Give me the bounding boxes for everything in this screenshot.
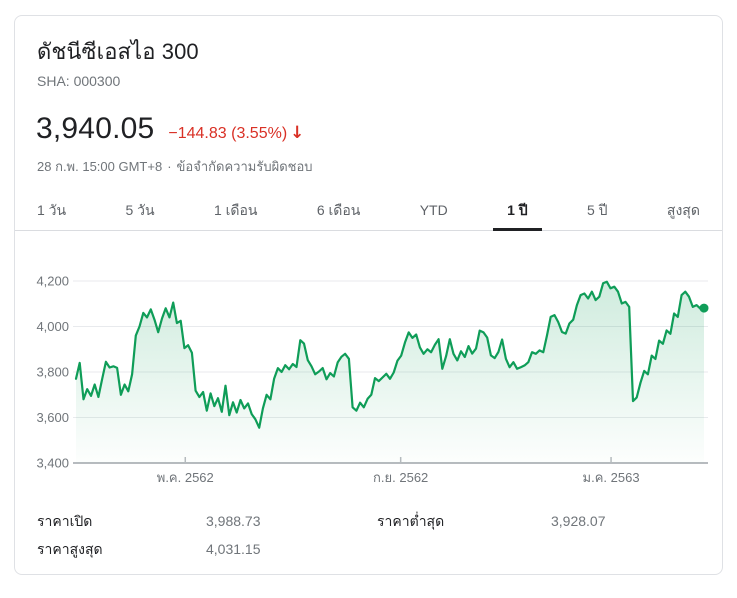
- stat-label-low: ราคาต่ำสุด: [377, 513, 445, 529]
- quote-timestamp: 28 ก.พ. 15:00 GMT+8: [37, 159, 163, 174]
- tab-6-months[interactable]: 6 เดือน: [303, 193, 375, 231]
- x-axis-label: ม.ค. 2563: [583, 470, 640, 485]
- area-fill: [76, 281, 704, 463]
- down-arrow-icon: ↓: [290, 123, 305, 143]
- quote-row: 3,940.05 −144.83 (3.55%) ↓: [36, 112, 304, 146]
- tab-1-month[interactable]: 1 เดือน: [200, 193, 272, 231]
- x-axis-label: พ.ค. 2562: [157, 470, 214, 485]
- ticker-symbol: SHA: 000300: [37, 73, 121, 89]
- price-chart-svg: 4,200 4,000 3,800 3,600 3,400 พ.ค. 2562 ก.ย. 2…: [36, 274, 709, 485]
- stat-value-open: 3,988.73: [206, 513, 261, 529]
- stat-value-high: 4,031.15: [206, 541, 261, 557]
- tab-1-day[interactable]: 1 วัน: [23, 193, 80, 231]
- y-axis-label: 4,000: [36, 319, 69, 334]
- tab-5-days[interactable]: 5 วัน: [111, 193, 168, 231]
- last-price-dot: [699, 303, 709, 313]
- finance-widget-card: ดัชนีซีเอสไอ 300 SHA: 000300 3,940.05 −1…: [14, 15, 723, 575]
- page-title: ดัชนีซีเอสไอ 300: [37, 39, 199, 64]
- x-axis-label: ก.ย. 2562: [373, 470, 428, 485]
- disclaimer-link[interactable]: ข้อจำกัดความรับผิดชอบ: [176, 159, 313, 174]
- change-value: −144.83 (3.55%): [168, 125, 288, 142]
- y-axis-label: 3,600: [36, 410, 69, 425]
- stat-label-open: ราคาเปิด: [37, 513, 93, 529]
- y-axis-label: 3,400: [36, 456, 69, 471]
- current-price: 3,940.05: [36, 112, 155, 145]
- tab-max[interactable]: สูงสุด: [653, 193, 714, 231]
- meta-separator: ·: [167, 159, 172, 174]
- price-chart[interactable]: 4,200 4,000 3,800 3,600 3,400 พ.ค. 2562 ก.ย. 2…: [15, 261, 723, 496]
- y-axis-label: 4,200: [36, 274, 69, 289]
- tab-1-year[interactable]: 1 ปี: [493, 193, 542, 231]
- quote-meta: 28 ก.พ. 15:00 GMT+8 · ข้อจำกัดความรับผิดชอ…: [37, 159, 313, 175]
- price-change: −144.83 (3.55%) ↓: [168, 123, 304, 143]
- tab-5-years[interactable]: 5 ปี: [573, 193, 622, 231]
- tab-ytd[interactable]: YTD: [406, 193, 462, 231]
- price-line: [74, 280, 706, 429]
- stat-label-high: ราคาสูงสุด: [37, 541, 103, 557]
- stat-value-low: 3,928.07: [551, 513, 606, 529]
- y-axis-label: 3,800: [36, 365, 69, 380]
- range-tabs: 1 วัน 5 วัน 1 เดือน 6 เดือน YTD 1 ปี 5 ป…: [15, 193, 722, 231]
